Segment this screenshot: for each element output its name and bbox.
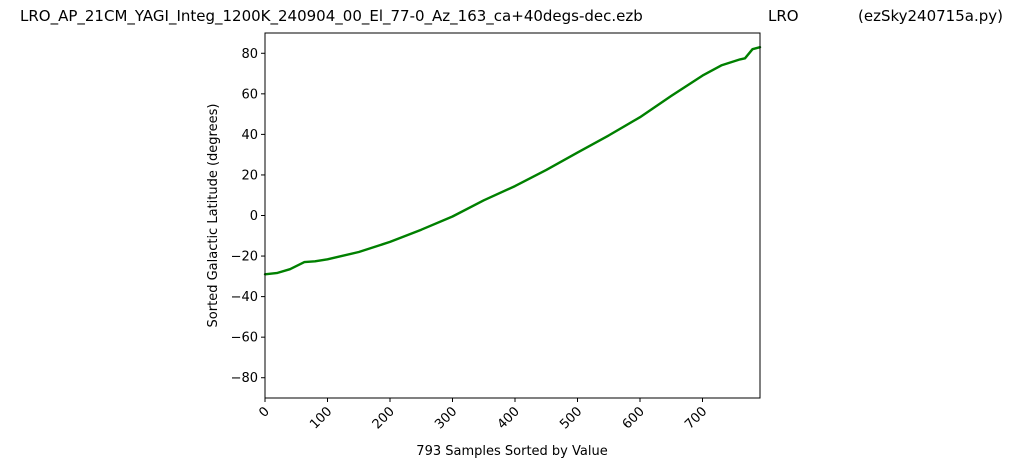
y-tick-label: −20	[231, 250, 258, 265]
y-tick-label: 20	[241, 168, 258, 183]
x-axis-label: 793 Samples Sorted by Value	[416, 444, 607, 459]
y-tick-label: −40	[231, 290, 258, 305]
station-label: LRO	[768, 7, 799, 25]
y-tick-label: 60	[241, 87, 258, 102]
file-title: LRO_AP_21CM_YAGI_Integ_1200K_240904_00_E…	[20, 7, 643, 25]
series-line	[263, 46, 762, 276]
y-tick-label: −80	[231, 371, 258, 386]
x-tick-label: 500	[557, 404, 585, 432]
script-label: (ezSky240715a.py)	[858, 7, 1003, 25]
x-tick-label: 300	[432, 404, 460, 432]
plot-area	[263, 46, 762, 276]
x-tick-label: 100	[307, 404, 335, 432]
y-tick-label: 40	[241, 128, 258, 143]
x-tick-label: 0	[256, 404, 272, 420]
x-tick-label: 600	[620, 404, 648, 432]
x-axis: 0 100 200 300 400 500 600 700	[256, 398, 710, 432]
y-tick-label: 0	[250, 209, 258, 224]
x-tick-label: 200	[370, 404, 398, 432]
x-tick-label: 400	[495, 404, 523, 432]
x-tick-label: 700	[682, 404, 710, 432]
y-axis: −80 −60 −40 −20 0 20 40 60 80	[231, 47, 265, 386]
y-tick-label: −60	[231, 331, 258, 346]
y-tick-label: 80	[241, 47, 258, 62]
y-axis-label: Sorted Galactic Latitude (degrees)	[206, 104, 221, 328]
